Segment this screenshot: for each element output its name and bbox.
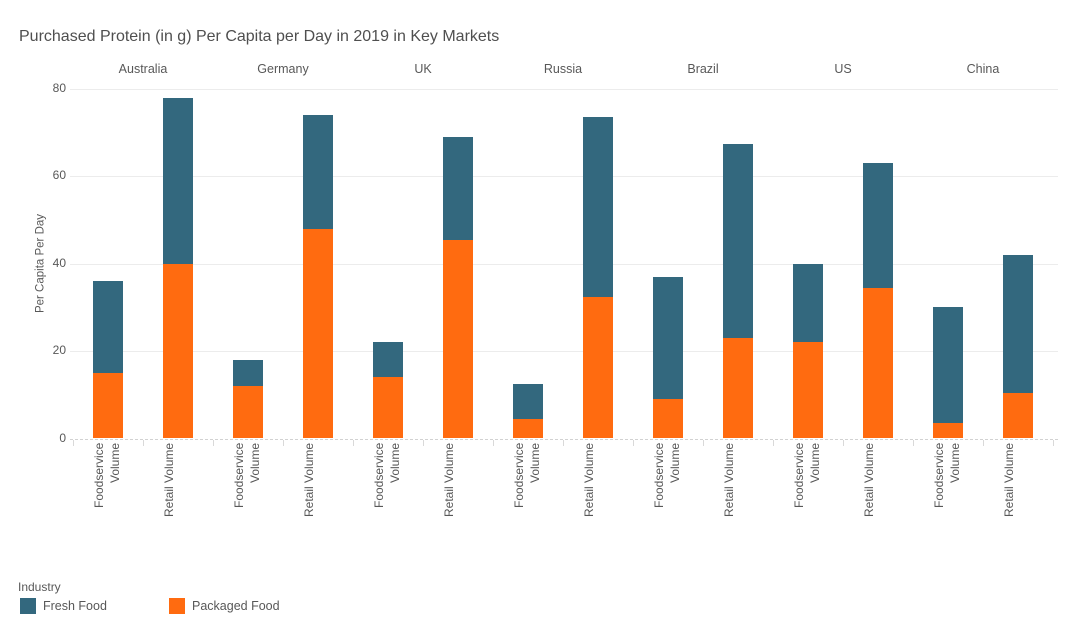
x-axis-tick [353, 439, 354, 446]
bar-segment-fresh-food[interactable] [723, 143, 753, 339]
bar-segment-packaged-food[interactable] [723, 338, 753, 439]
bar-segment-packaged-food[interactable] [233, 386, 263, 439]
bar-segment-fresh-food[interactable] [303, 115, 333, 229]
group-header-us: US [834, 62, 852, 76]
x-axis-tick [493, 439, 494, 446]
gridline-40 [70, 263, 1058, 265]
x-axis-label: Retail Volume [1002, 443, 1016, 518]
bar-segment-packaged-food[interactable] [163, 263, 193, 439]
bar-segment-fresh-food[interactable] [513, 383, 543, 419]
bar-segment-fresh-food[interactable] [933, 307, 963, 424]
bar-segment-packaged-food[interactable] [373, 377, 403, 439]
x-axis-tick [1053, 439, 1054, 446]
x-axis-tick [773, 439, 774, 446]
bar-segment-packaged-food[interactable] [933, 423, 963, 439]
y-tick-label-20: 20 [52, 343, 66, 358]
bar-segment-packaged-food[interactable] [443, 239, 473, 439]
bar-segment-fresh-food[interactable] [373, 342, 403, 378]
bar-segment-packaged-food[interactable] [863, 287, 893, 439]
x-axis-label: Foodservice Volume [932, 443, 962, 509]
x-axis-label: Foodservice Volume [652, 443, 682, 509]
x-axis-tick [283, 439, 284, 446]
x-axis-label: Retail Volume [862, 443, 876, 518]
bar-segment-packaged-food[interactable] [1003, 392, 1033, 439]
bar-segment-packaged-food[interactable] [583, 296, 613, 439]
x-axis-tick [73, 439, 74, 446]
x-axis-label: Retail Volume [162, 443, 176, 518]
group-header-australia: Australia [118, 62, 168, 76]
y-axis-title: Per Capita Per Day [34, 213, 47, 314]
bar-segment-fresh-food[interactable] [863, 163, 893, 288]
y-tick-label-0: 0 [59, 430, 66, 445]
bar-segment-fresh-food[interactable] [233, 359, 263, 387]
bar-segment-fresh-food[interactable] [793, 263, 823, 343]
group-header-china: China [966, 62, 1000, 76]
bar-segment-fresh-food[interactable] [653, 276, 683, 400]
bar-segment-fresh-food[interactable] [583, 117, 613, 297]
x-axis-tick [143, 439, 144, 446]
x-axis-label: Retail Volume [582, 443, 596, 518]
group-header-germany: Germany [257, 62, 309, 76]
bar-segment-packaged-food[interactable] [653, 399, 683, 439]
bar-segment-packaged-food[interactable] [513, 418, 543, 439]
x-axis-tick [563, 439, 564, 446]
bar-segment-fresh-food[interactable] [163, 97, 193, 264]
y-tick-label-80: 80 [52, 81, 66, 95]
x-axis-tick [213, 439, 214, 446]
legend-label: Fresh Food [43, 599, 107, 613]
y-tick-label-40: 40 [52, 255, 66, 270]
group-header-brazil: Brazil [687, 62, 719, 76]
group-header-russia: Russia [543, 62, 583, 76]
x-axis-tick [913, 439, 914, 446]
x-axis-label: Foodservice Volume [512, 443, 542, 509]
x-axis-tick [423, 439, 424, 446]
x-axis-label: Foodservice Volume [372, 443, 402, 509]
legend-label: Packaged Food [192, 599, 280, 613]
gridline-80 [70, 89, 1058, 90]
legend-title: Industry [18, 580, 61, 594]
gridline-60 [70, 176, 1058, 178]
legend-swatch-icon [20, 598, 36, 614]
bar-segment-fresh-food[interactable] [93, 281, 123, 373]
bar-segment-packaged-food[interactable] [793, 342, 823, 439]
chart-title: Purchased Protein (in g) Per Capita per … [19, 28, 500, 45]
bar-segment-fresh-food[interactable] [443, 137, 473, 240]
group-header-uk: UK [414, 62, 432, 76]
bar-segment-packaged-food[interactable] [93, 372, 123, 439]
x-axis-tick [983, 439, 984, 446]
legend-swatch-icon [169, 598, 185, 614]
x-axis-baseline [70, 438, 1058, 440]
gridline-20 [70, 351, 1058, 353]
bar-segment-packaged-food[interactable] [303, 228, 333, 439]
x-axis-label: Retail Volume [302, 443, 316, 518]
x-axis-label: Foodservice Volume [232, 443, 262, 509]
x-axis-label: Foodservice Volume [92, 443, 122, 509]
x-axis-label: Retail Volume [442, 443, 456, 518]
x-axis-label: Foodservice Volume [792, 443, 822, 509]
bar-segment-fresh-food[interactable] [1003, 255, 1033, 393]
x-axis-tick [633, 439, 634, 446]
x-axis-tick [843, 439, 844, 446]
y-tick-label-60: 60 [52, 168, 66, 183]
x-axis-tick [703, 439, 704, 446]
x-axis-label: Retail Volume [722, 443, 736, 518]
